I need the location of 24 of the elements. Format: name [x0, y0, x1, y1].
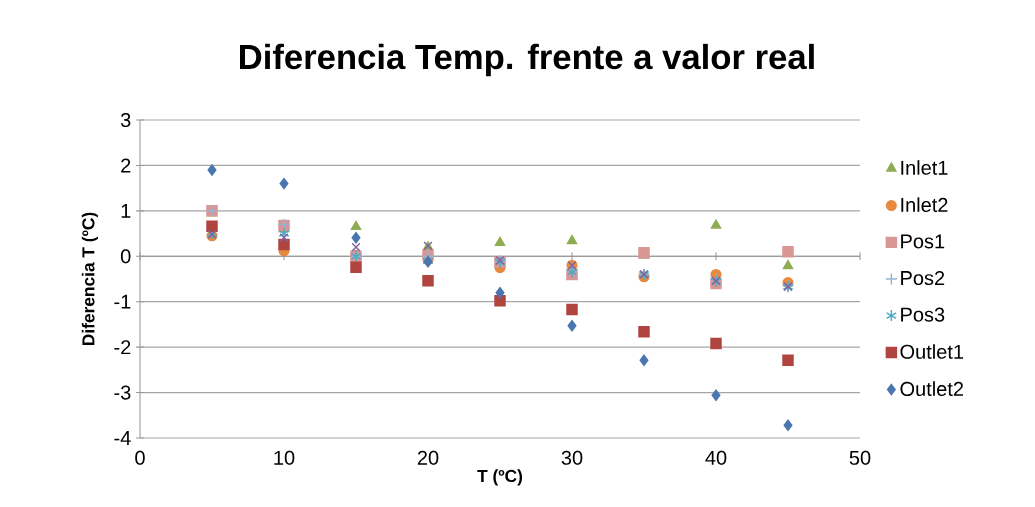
- y-tick-label: -3: [114, 385, 131, 400]
- y-axis-title: Diferencia T (ºC): [81, 212, 98, 346]
- legend-label: Pos3: [901, 307, 945, 322]
- legend-label: Outlet2: [900, 381, 964, 397]
- legend-label: Outlet1: [900, 344, 964, 359]
- y-tick-label: -2: [114, 340, 131, 355]
- y-tick-label: 1: [121, 203, 131, 218]
- x-tick-label: 30: [561, 450, 583, 465]
- x-tick-label: 10: [274, 450, 295, 465]
- legend-label: Pos2: [901, 270, 945, 286]
- x-axis-title: T (ºC): [477, 469, 523, 486]
- x-tick-label: 20: [417, 450, 439, 465]
- legend-label: Inlet1: [901, 160, 948, 175]
- legend-label: Pos1: [901, 234, 945, 249]
- x-tick-label: 0: [135, 450, 145, 465]
- y-tick-label: 2: [121, 158, 131, 173]
- y-tick-label: -4: [114, 431, 131, 445]
- y-tick-label: -1: [114, 294, 131, 309]
- x-tick-label: 50: [849, 450, 871, 465]
- chart-title: Diferencia Temp. frente a valor real: [240, 43, 814, 77]
- y-tick-label: 0: [120, 249, 131, 264]
- legend-label: Inlet2: [901, 197, 948, 213]
- y-tick-label: 3: [120, 112, 131, 128]
- x-tick-label: 40: [705, 450, 727, 465]
